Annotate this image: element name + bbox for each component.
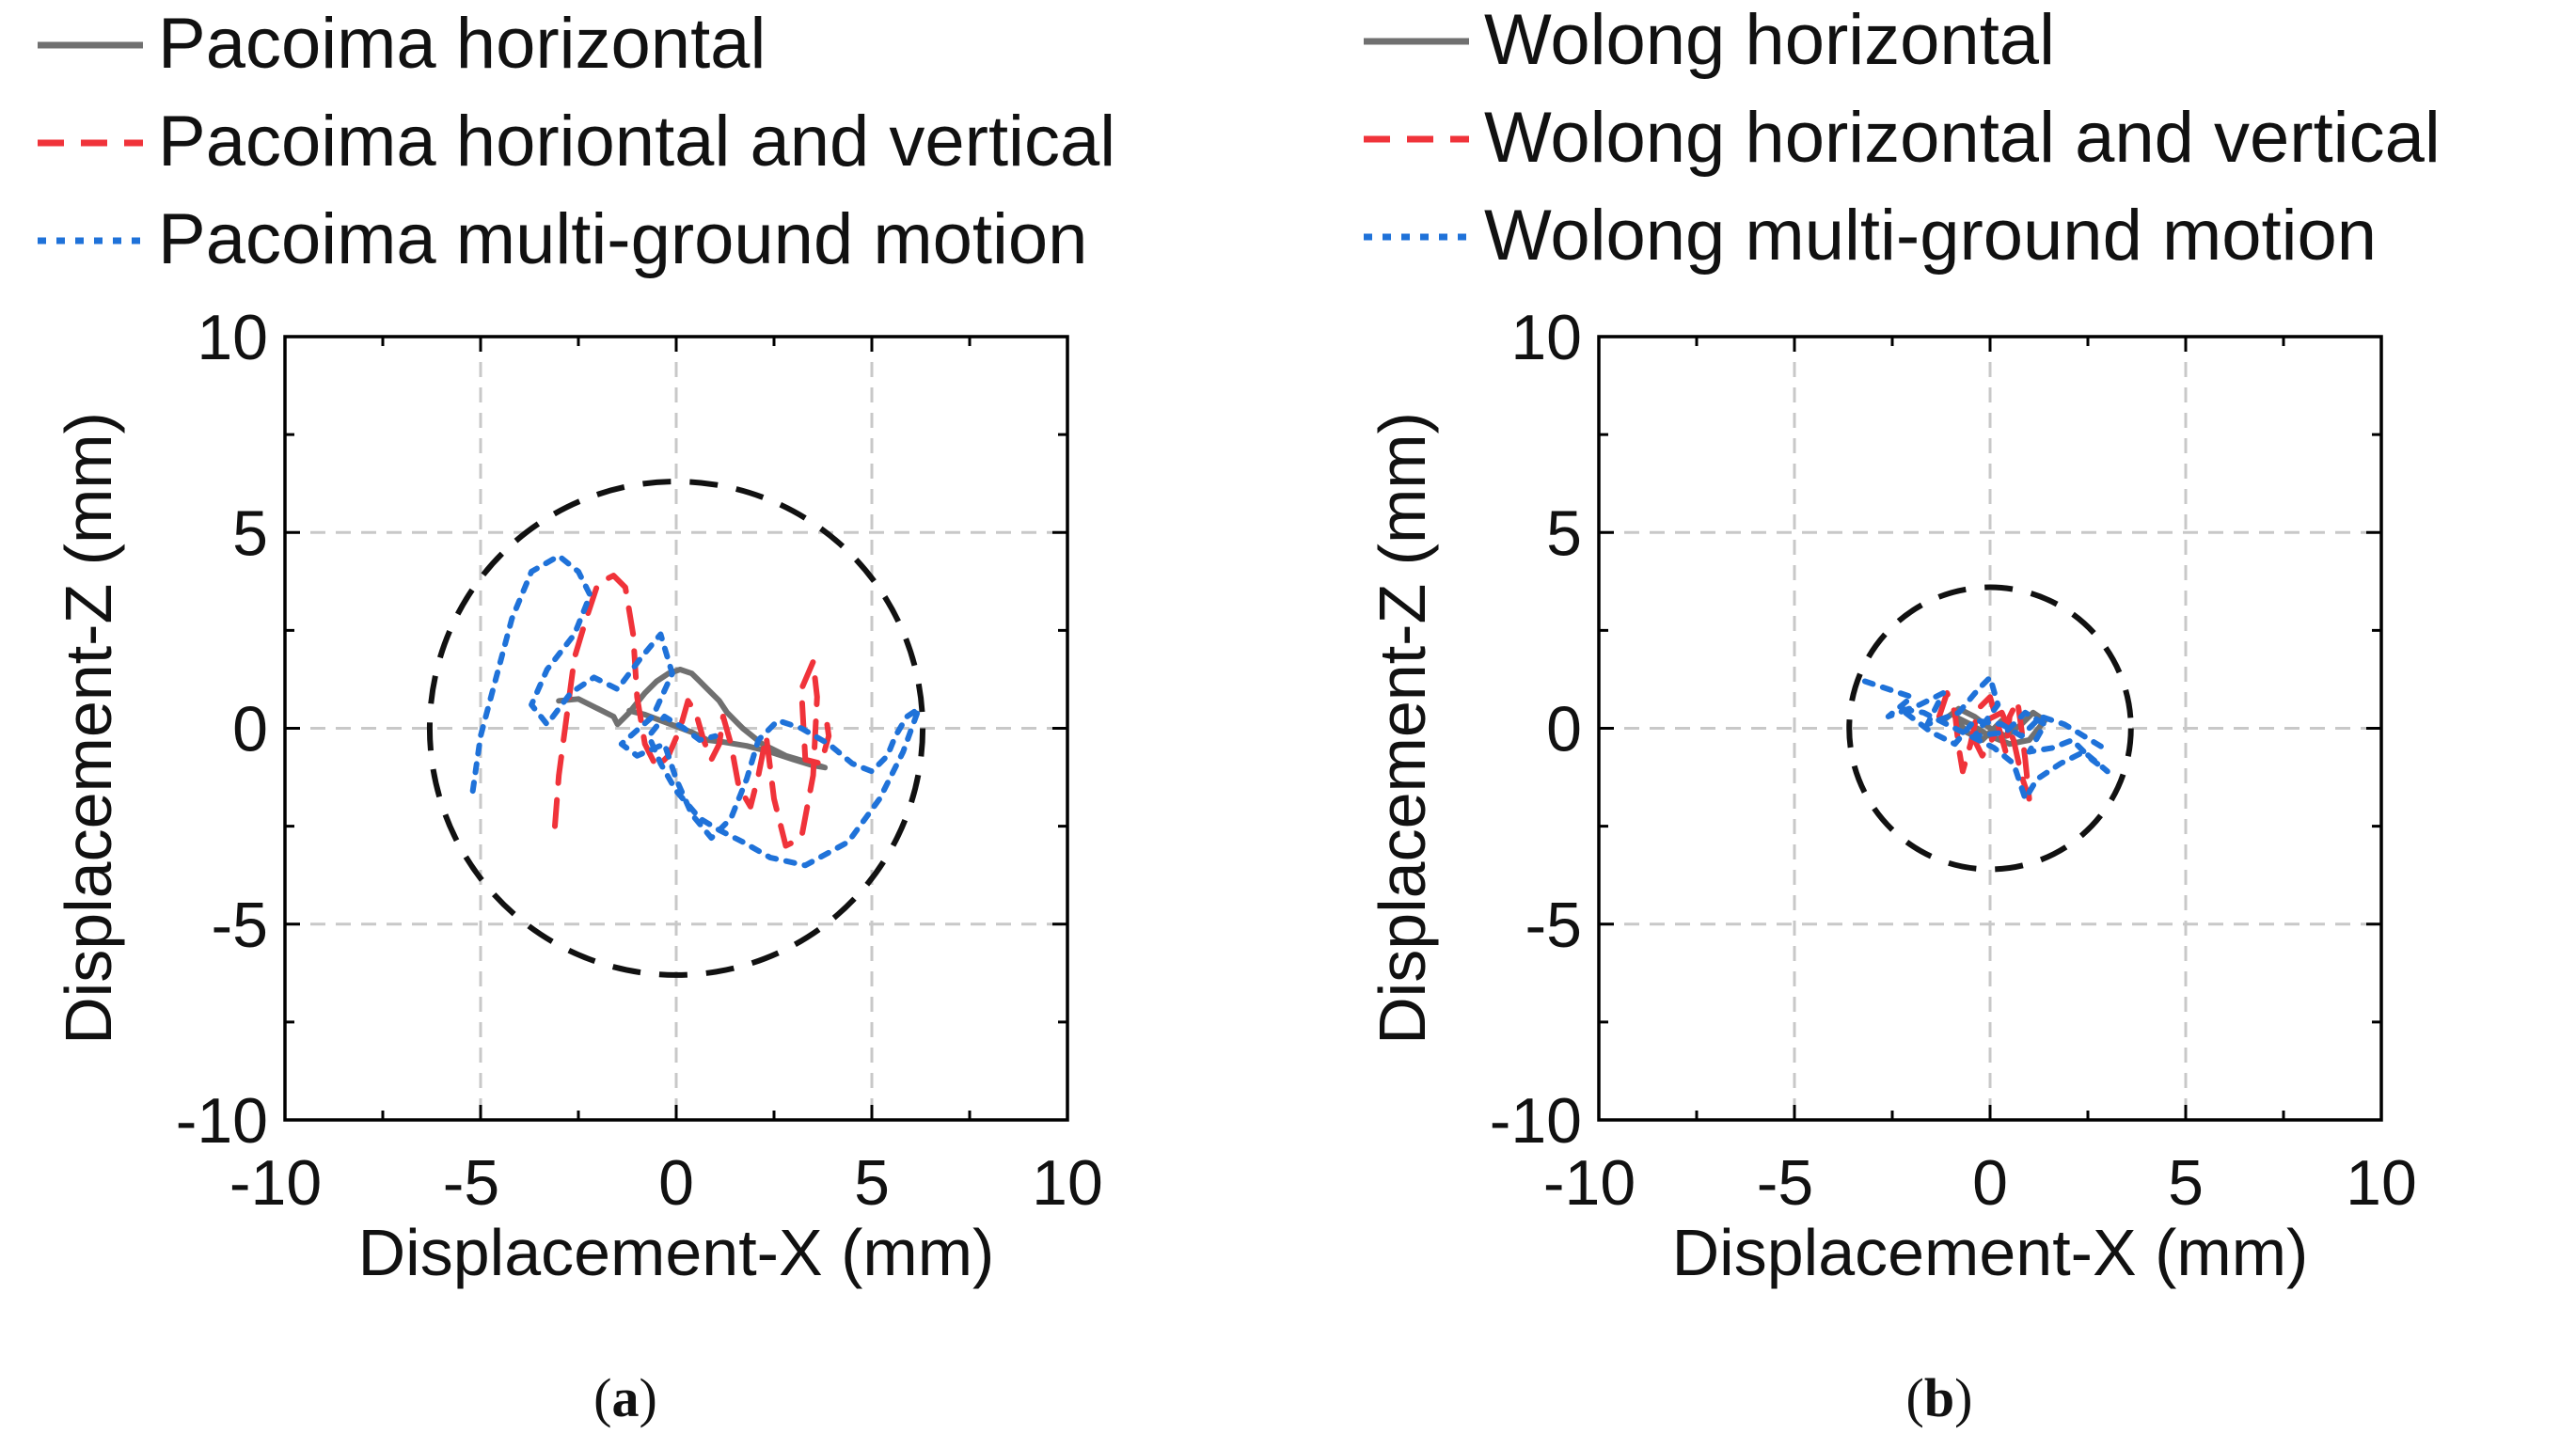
plot-frame [1597,335,2383,1122]
y-tick-label: -10 [176,1085,268,1157]
series-line-dotted [1861,674,2110,802]
plot-frame [283,335,1069,1122]
y-tick-label: 5 [232,497,268,569]
y-tick-label: 10 [197,302,268,373]
x-tick-label: 5 [854,1147,890,1219]
legend-label: Wolong horizontal [1484,0,2055,80]
legend-label: Wolong horizontal and vertical [1484,98,2441,178]
x-tick-label: 10 [1032,1147,1103,1219]
caption-letter: a [612,1367,640,1428]
panel-caption: (a) [593,1367,657,1428]
panel-a: -10 -5 0 5 10 -10 -5 0 5 10 Displacement-X (mm) Dis… [38,4,1115,1428]
x-tick-label: -5 [443,1147,499,1219]
series-line-solid [556,667,829,771]
y-axis-title: Displacement-Z (mm) [52,412,125,1045]
x-tick-label: 10 [2346,1147,2417,1219]
limit-circle [1846,584,2134,873]
y-axis-title: Displacement-Z (mm) [1366,412,1439,1045]
caption-close: ) [640,1367,657,1428]
y-tick-label: 5 [1546,497,1582,569]
y-tick-label: -5 [212,890,268,961]
legend-label: Wolong multi-ground motion [1484,196,2377,276]
x-tick-label: 0 [658,1147,694,1219]
y-tick-label: -10 [1490,1085,1582,1157]
x-tick-label: 0 [1972,1147,2008,1219]
caption-close: ) [1954,1367,1972,1428]
legend-label: Pacoima horiontal and vertical [158,102,1115,181]
x-axis-title: Displacement-X (mm) [358,1216,995,1289]
caption-open: ( [1906,1367,1924,1428]
series-line-dashed [552,573,832,849]
y-tick-label: 0 [1546,694,1582,765]
series-line-dotted [469,553,922,869]
legend-label: Pacoima horizontal [158,4,766,84]
x-tick-label: -10 [1543,1147,1636,1219]
y-tick-label: -5 [1525,890,1582,961]
x-tick-label: -10 [229,1147,322,1219]
legend-label: Pacoima multi-ground motion [158,199,1087,279]
y-tick-label: 10 [1510,302,1582,373]
x-axis-title: Displacement-X (mm) [1672,1216,2309,1289]
y-tick-label: 0 [232,694,268,765]
panel-b: -10 -5 0 5 10 -10 -5 0 5 10 Displacement-X (mm) Dis… [1364,0,2441,1428]
panel-caption: (b) [1906,1367,1973,1428]
limit-circle [426,479,926,978]
x-tick-label: 5 [2168,1147,2204,1219]
caption-open: ( [593,1367,611,1428]
x-tick-label: -5 [1757,1147,1813,1219]
caption-letter: b [1924,1367,1954,1428]
series-line-dashed [1936,690,2032,802]
